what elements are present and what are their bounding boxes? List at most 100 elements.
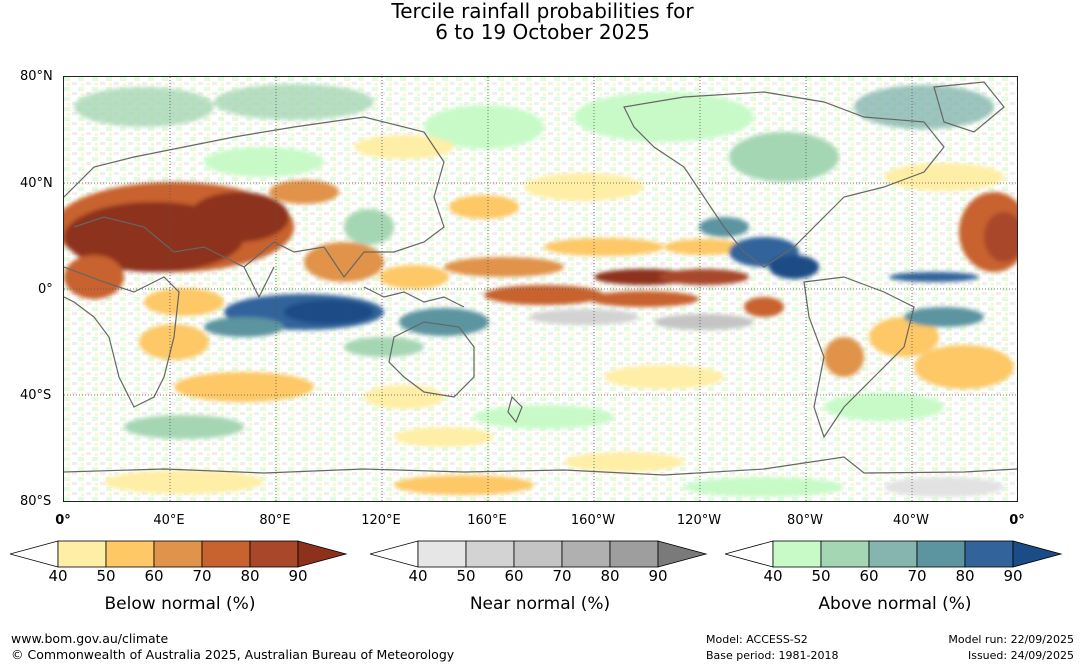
rainfall-probability-map: [63, 76, 1018, 502]
lon-label-120w: 120°W: [676, 513, 722, 528]
above-normal-patch: [124, 415, 244, 439]
above-normal-patch: [574, 92, 754, 142]
legend-tick: 70: [907, 567, 927, 585]
above-normal-patch: [424, 105, 544, 149]
legend-tick: 50: [811, 567, 831, 585]
above-normal-patch: [344, 209, 394, 245]
legend-bin: [820, 540, 870, 568]
coastlines: [64, 81, 1017, 476]
legend-arrow-low: [370, 540, 419, 568]
above-normal-patch: [474, 405, 614, 429]
lat-label-80s: 80°S: [20, 494, 52, 509]
lat-label-40s: 40°S: [20, 388, 52, 403]
legend-tick: 80: [955, 567, 975, 585]
above-normal-patch: [74, 87, 214, 127]
lat-label-40n: 40°N: [20, 176, 53, 191]
model-run-date: Model run: 22/09/2025: [948, 633, 1074, 646]
legend-bin: [964, 540, 1014, 568]
base-period: Base period: 1981-2018: [706, 649, 839, 662]
legend-bin: [513, 540, 563, 568]
legend-tick: 40: [763, 567, 783, 585]
above-normal-patch: [344, 337, 424, 357]
legend-tick: 50: [96, 567, 116, 585]
coastline-australia: [388, 321, 475, 398]
legend-tick: 70: [552, 567, 572, 585]
below-normal-patch: [64, 255, 124, 299]
coastline-south-america: [803, 276, 915, 439]
below-normal-patch: [589, 291, 699, 307]
legend-tick: 80: [240, 567, 260, 585]
legend-tick: 40: [408, 567, 428, 585]
model-name: Model: ACCESS-S2: [706, 633, 808, 646]
legend-bin: [465, 540, 515, 568]
near-normal-patch: [884, 477, 1004, 497]
below-normal-patch: [484, 285, 604, 305]
below-normal-patch: [824, 337, 864, 377]
coastline-eurasia: [64, 116, 445, 279]
above-normal-patch: [854, 85, 994, 129]
below-normal-patch: [394, 427, 494, 447]
issued-date: Issued: 24/09/2025: [967, 649, 1074, 662]
lon-label-160w: 160°W: [570, 513, 616, 528]
below-normal-patch: [139, 324, 209, 360]
near-normal-patch: [654, 314, 754, 330]
above-normal-patch: [204, 147, 324, 177]
lat-label-80n: 80°N: [20, 69, 53, 84]
legend-tick: 70: [192, 567, 212, 585]
coastline-africa: [64, 266, 180, 408]
legend-tick: 50: [456, 567, 476, 585]
legend-tick: 90: [288, 567, 308, 585]
above-normal-patch: [214, 84, 374, 120]
legend-bin: [772, 540, 822, 568]
legend-colorbar: [10, 540, 348, 568]
below-normal-patch: [564, 452, 684, 472]
lon-label-0-right: 0°: [1009, 513, 1025, 528]
below-normal-patch: [984, 212, 1017, 262]
below-normal-patch: [884, 163, 1004, 191]
above-normal-patch: [399, 308, 489, 336]
below-normal-patch: [604, 365, 724, 389]
below-normal-patch: [394, 475, 534, 495]
legend-colorbar: [725, 540, 1063, 568]
below-normal-patch: [104, 470, 264, 494]
above-normal-patch: [729, 132, 839, 182]
below-normal-patch: [664, 239, 744, 255]
legend-title: Below normal (%): [104, 594, 256, 614]
below-normal-patch: [449, 195, 519, 219]
coastline-antarctica: [64, 456, 1017, 476]
coastline-new-zealand: [507, 395, 523, 424]
legend-tick: 90: [1003, 567, 1023, 585]
legend-arrow-high: [1012, 540, 1063, 568]
legend-bin: [201, 540, 251, 568]
below-normal-patch: [189, 192, 289, 242]
legend-arrow-low: [10, 540, 59, 568]
legend-bin: [249, 540, 299, 568]
above-normal-patch: [284, 300, 374, 324]
below-normal-patch: [444, 257, 564, 277]
coastline-indonesia: [363, 286, 465, 308]
legend-bin: [105, 540, 155, 568]
legend-arrow-high: [297, 540, 348, 568]
legend-colorbar: [370, 540, 708, 568]
above-normal-patch: [684, 477, 844, 497]
lon-label-160e: 160°E: [467, 513, 507, 528]
legend-bin: [868, 540, 918, 568]
below-normal-patch: [744, 297, 784, 317]
above-normal-patch: [824, 393, 944, 421]
legend-above-normal: 40 50 60 70 80 90 Above normal (%): [725, 539, 1065, 629]
below-normal-patch: [869, 317, 939, 357]
above-normal-patch: [904, 307, 984, 327]
legend-tick: 60: [504, 567, 524, 585]
coastline-north-america: [623, 91, 945, 268]
lon-label-40e: 40°E: [153, 513, 185, 528]
legend-tick: 60: [144, 567, 164, 585]
below-normal-patch: [144, 288, 224, 316]
near-normal-patch: [529, 309, 639, 325]
below-normal-patch: [269, 180, 339, 204]
legend-below-normal: 40 50 60 70 80 90 Below normal (%): [10, 539, 350, 629]
website-url: www.bom.gov.au/climate: [11, 631, 169, 646]
above-normal-patch: [769, 255, 819, 279]
copyright-notice: © Commonwealth of Australia 2025, Austra…: [11, 647, 455, 662]
legend-tick: 80: [600, 567, 620, 585]
legend-title: Above normal (%): [818, 594, 972, 614]
